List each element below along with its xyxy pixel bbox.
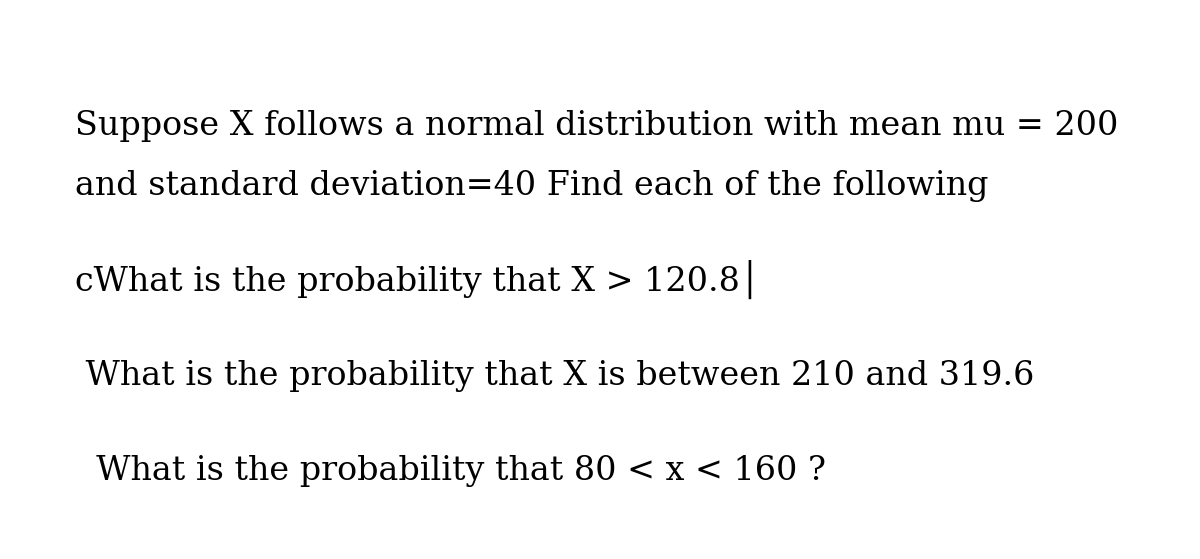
Text: and standard deviation=40 Find each of the following: and standard deviation=40 Find each of t… <box>74 170 989 202</box>
Text: Suppose X follows a normal distribution with mean mu = 200: Suppose X follows a normal distribution … <box>74 110 1118 142</box>
Text: What is the probability that 80 < x < 160 ?: What is the probability that 80 < x < 16… <box>74 455 826 487</box>
Text: cWhat is the probability that X > 120.8│: cWhat is the probability that X > 120.8│ <box>74 260 760 299</box>
Text: What is the probability that X is between 210 and 319.6: What is the probability that X is betwee… <box>74 360 1034 392</box>
